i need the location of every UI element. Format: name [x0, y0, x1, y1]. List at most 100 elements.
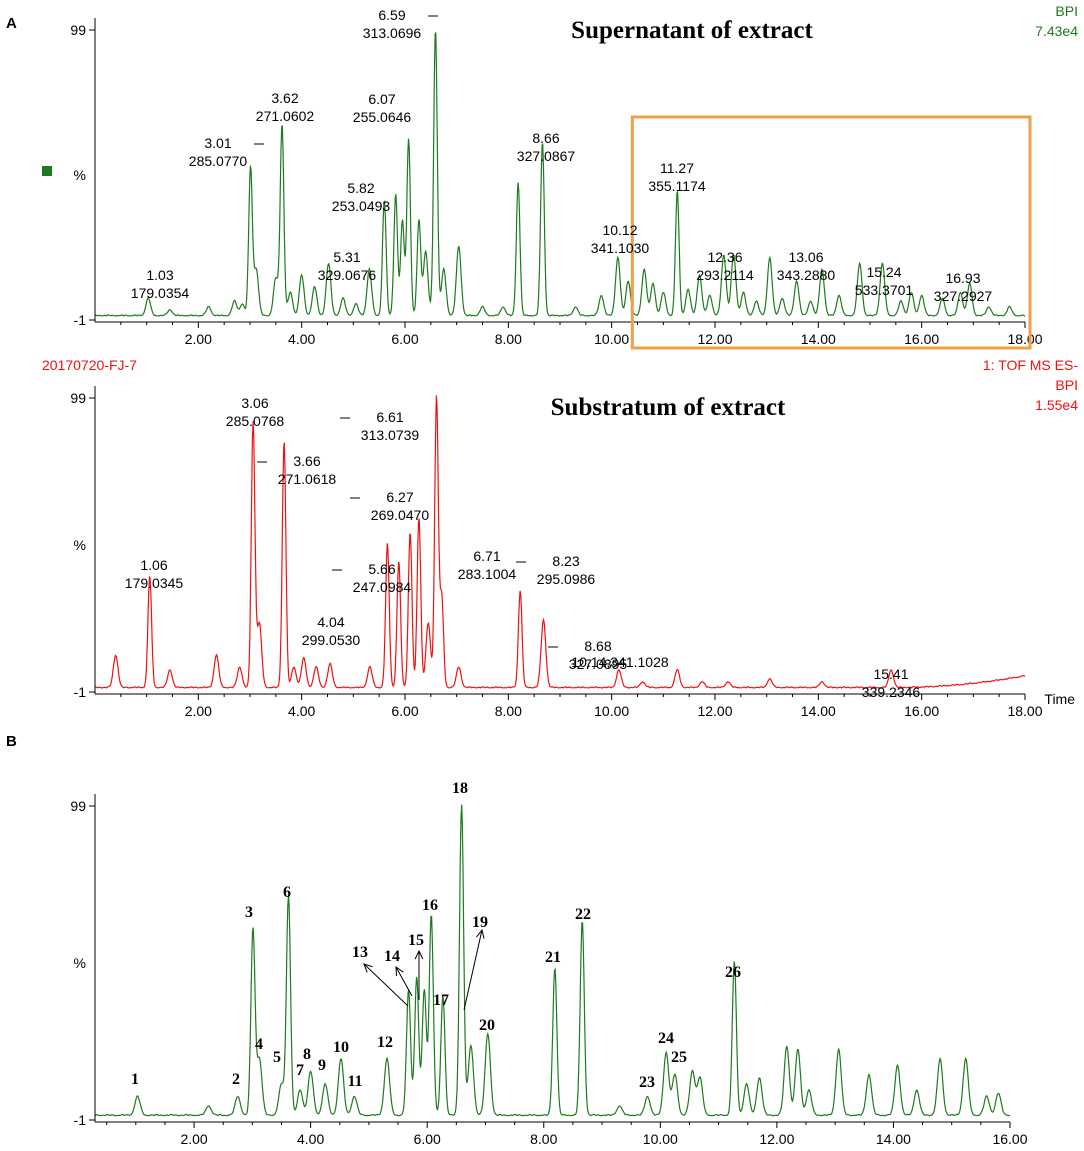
p3-xtick-label: 14.00 — [876, 1131, 911, 1147]
p2-peak-mz-label: 299.0530 — [302, 632, 361, 648]
p1-highlight-box — [630, 115, 1032, 350]
p1-xtick-label: 12.00 — [697, 331, 732, 347]
p3-peak-number: 2 — [232, 1071, 240, 1088]
p3-peak-number: 23 — [639, 1074, 655, 1091]
chart-supernatant: 99% -1 2.00 4.00 6.00 8.00 10.00 12.00 14.00 16.0… — [42, 3, 1078, 373]
p2-xtick-label: 2.00 — [185, 703, 212, 719]
p1-peak-rt-label: 5.82 — [347, 180, 374, 196]
p2-xtick-label: 6.00 — [391, 703, 418, 719]
p1-peak-rt-label: 10.12 — [602, 222, 637, 238]
p3-xtick-label: 10.00 — [643, 1131, 678, 1147]
p1-peak-rt-label: 6.07 — [368, 91, 395, 107]
p3-peak-number: 10 — [333, 1039, 349, 1056]
p2-trace — [95, 395, 1026, 689]
p3-peak-number: 15 — [408, 932, 424, 949]
panel-label-b: B — [6, 733, 17, 750]
p3-peak-number: 8 — [303, 1046, 311, 1063]
p1-peak-rt-label: 11.27 — [660, 160, 694, 176]
p1-peak-mz-label: 329.0676 — [318, 267, 377, 283]
peak-13-arrow-head-icon — [363, 963, 373, 973]
p3-peak-number: 11 — [347, 1073, 362, 1090]
p1-ytick-label-top: 99 — [70, 22, 86, 38]
p2-xtick-label: 12.00 — [697, 703, 732, 719]
p1-peak-rt-label: 3.62 — [271, 90, 298, 106]
p2-peak-rt-label: 8.23 — [552, 553, 579, 569]
p2-peak-rt-label: 6.61 — [376, 409, 403, 425]
p3-peak-number: 17 — [433, 992, 449, 1009]
p3-xtick-label: 8.00 — [530, 1131, 557, 1147]
p1-xtick-label: 6.00 — [391, 331, 418, 347]
peak-19-arrow — [463, 929, 483, 1011]
p1-xtick-label: 4.00 — [288, 331, 315, 347]
chart-substratum: 99% -1 2.00 4.00 6.00 8.00 10.00 12.00 14.00 16.0… — [70, 377, 1078, 719]
p3-xtick-label: 16.00 — [992, 1131, 1027, 1147]
p2-title: Substratum of extract — [551, 394, 786, 421]
p2-peak-mz-label: 271.0618 — [278, 471, 337, 487]
p1-peak-rt-label: 6.59 — [378, 7, 405, 23]
p1-trace — [95, 32, 1026, 317]
p2-xlabel: Time — [1044, 691, 1075, 707]
p2-intensity: 1.55e4 — [1035, 397, 1078, 413]
p1-peak-rt-label: 13.06 — [788, 249, 823, 265]
p2-peak-rt-label: 8.68 — [584, 638, 611, 654]
p3-peak-number: 3 — [245, 904, 253, 921]
p2-bpi-label: BPI — [1055, 377, 1078, 393]
p2-xtick-label: 14.00 — [801, 703, 836, 719]
p2-xtick-label: 10.00 — [594, 703, 629, 719]
p3-peak-number: 6 — [283, 884, 291, 901]
p2-peak-rt-label: 15.41 — [873, 666, 908, 682]
legend-square-icon — [42, 166, 52, 176]
p2-peak-mz-label: 285.0768 — [226, 413, 285, 429]
p1-title: Supernatant of extract — [571, 17, 813, 44]
p2-ytick-label-top: 99 — [70, 390, 86, 406]
p2-peak-rt-label: 4.04 — [317, 614, 344, 630]
panel-label-a: A — [6, 15, 17, 32]
p2-peak-mz-label: 295.0986 — [537, 571, 596, 587]
p3-xtick-label: 6.00 — [414, 1131, 441, 1147]
p1-peak-mz-label: 271.0602 — [256, 108, 315, 124]
p1-peak-mz-label: 293.2114 — [696, 267, 754, 283]
p1-peak-mz-label: 341.1030 — [591, 240, 650, 256]
p3-peak-number: 21 — [545, 949, 561, 966]
p1-peak-mz-label: 327.2927 — [934, 288, 993, 304]
p1-sample-id: 20170720-FJ-7 — [42, 357, 137, 373]
peak-15-arrow-head-icon — [414, 949, 424, 960]
p3-peak-number: 18 — [452, 780, 468, 797]
p3-peak-number: 12 — [377, 1034, 393, 1051]
peak-14-arrow-head-icon — [395, 965, 404, 977]
p2-ytick-label-bottom: -1 — [74, 684, 87, 700]
peak-13-arrow — [363, 963, 409, 1007]
p2-peak-rt-label: 1.06 — [140, 557, 167, 573]
p2-peak-mz-label: 283.1004 — [458, 566, 517, 582]
p1-peak-rt-label: 12.36 — [707, 249, 742, 265]
p3-peak-number: 1 — [131, 1071, 139, 1088]
p1-xtick-label: 14.00 — [801, 331, 836, 347]
p3-peak-number: 26 — [725, 964, 741, 981]
p3-peak-number: 24 — [658, 1030, 674, 1047]
p1-peak-rt-label: 1.03 — [146, 267, 173, 283]
p3-xtick-label: 2.00 — [180, 1131, 207, 1147]
p1-peak-mz-label: 285.0770 — [189, 153, 248, 169]
p1-peak-mz-label: 255.0646 — [353, 109, 412, 125]
p3-ytick-label-mid: % — [74, 955, 86, 971]
p1-peak-rt-label: 8.66 — [532, 130, 559, 146]
p3-peak-number: 9 — [318, 1057, 326, 1074]
p1-intensity: 7.43e4 — [1035, 23, 1078, 39]
p3-ytick-label-top: 99 — [70, 798, 86, 814]
p2-ytick-label-mid: % — [74, 537, 86, 553]
p2-peak-rt-label: 5.66 — [368, 561, 395, 577]
p2-peak-mz-label: 179.0345 — [125, 575, 184, 591]
p2-peak-rt-label: 3.06 — [241, 395, 268, 411]
p3-xtick-label: 12.00 — [759, 1131, 794, 1147]
p1-xtick-label: 18.00 — [1007, 331, 1042, 347]
p1-peak-mz-label: 327.0867 — [517, 148, 576, 164]
p2-peak-mz-label: 313.0739 — [361, 427, 420, 443]
p2-peak-mz-label: 327.0895 — [569, 656, 628, 672]
p1-peak-rt-label: 3.01 — [204, 135, 231, 151]
p1-xtick-label: 8.00 — [495, 331, 522, 347]
p1-ytick-label-mid: % — [74, 167, 86, 183]
p1-peak-mz-label: 343.2880 — [777, 267, 836, 283]
p2-peak-rt-label: 3.66 — [293, 453, 320, 469]
p3-peak-number: 22 — [575, 906, 591, 923]
